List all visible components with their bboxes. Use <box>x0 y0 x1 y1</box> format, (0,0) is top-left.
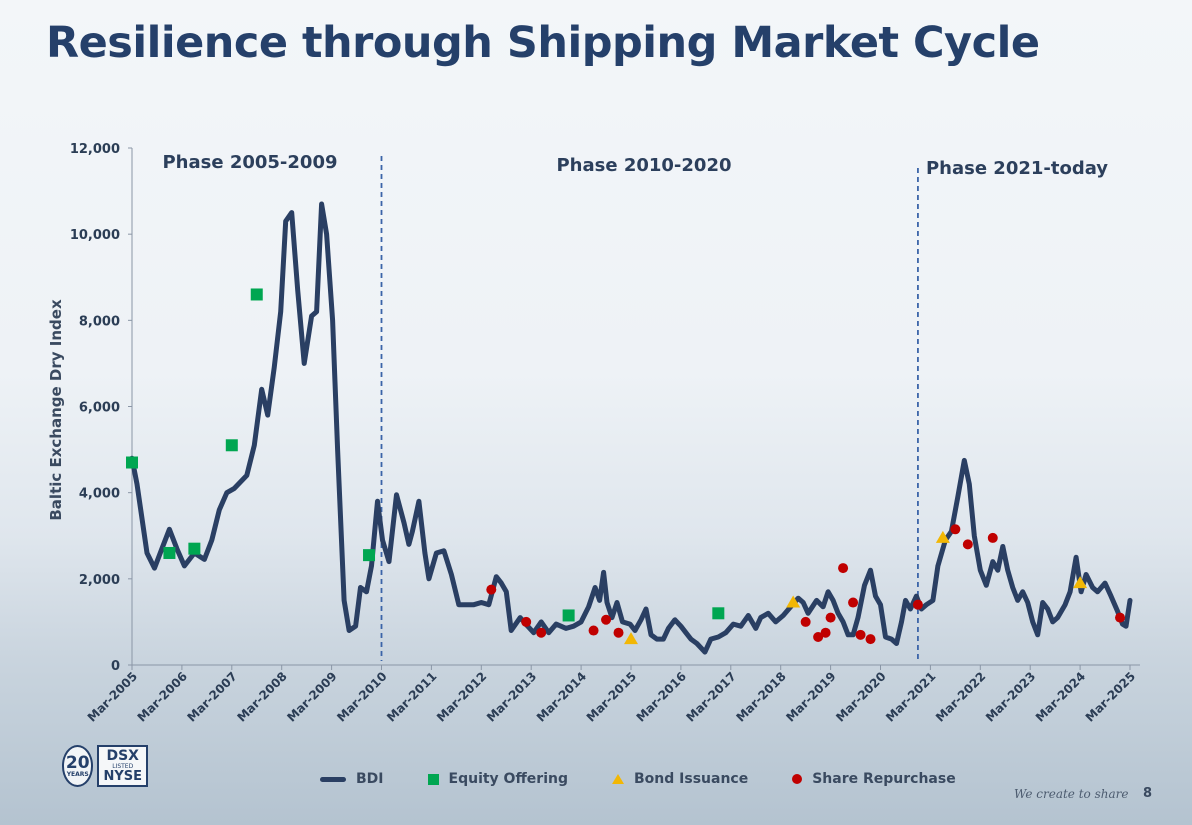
line-swatch-icon <box>320 776 346 782</box>
y-tick-label: 12,000 <box>70 142 120 157</box>
y-tick-label: 0 <box>111 659 120 674</box>
x-tick-label: Mar-2023 <box>983 669 1038 724</box>
x-tick-label: Mar-2012 <box>434 669 489 724</box>
red-circle-icon <box>792 774 803 784</box>
share-repurchase-marker <box>588 625 599 636</box>
y-tick-label: 6,000 <box>79 401 120 416</box>
y-tick-label: 8,000 <box>79 314 120 329</box>
listed-label: LISTED <box>112 763 134 770</box>
chart-axes <box>131 148 1140 666</box>
phase-dividers <box>380 156 919 661</box>
x-tick-label: Mar-2011 <box>384 669 439 724</box>
x-tick-label: Mar-2013 <box>484 669 539 724</box>
y-tick-label: 10,000 <box>70 228 120 243</box>
bond-issuance-marker <box>786 595 801 608</box>
x-tick-label: Mar-2017 <box>684 669 739 724</box>
legend-item-bdi: BDI <box>320 771 384 787</box>
page-title: Resilience through Shipping Market Cycle <box>46 18 1040 68</box>
bond-issuance-marker <box>935 530 950 543</box>
share-repurchase-marker <box>601 614 612 625</box>
share-repurchase-marker <box>838 563 849 574</box>
equity-offering-marker <box>188 542 201 555</box>
x-tick-label: Mar-2015 <box>584 669 639 724</box>
chart-legend: BDI Equity Offering Bond Issuance Share … <box>320 768 956 790</box>
equity-offering-marker <box>250 288 263 301</box>
share-repurchase-marker <box>848 597 859 608</box>
share-repurchase-marker <box>962 539 973 550</box>
yellow-triangle-icon <box>612 774 624 784</box>
legend-item-share-repurchase: Share Repurchase <box>792 771 956 787</box>
phase-label: Phase 2010-2020 <box>556 155 731 176</box>
x-tick-label: Mar-2010 <box>334 669 389 724</box>
bond-issuance-marker <box>1073 576 1088 589</box>
footer-tagline: We create to share <box>1014 787 1129 801</box>
share-repurchase-marker <box>613 627 624 638</box>
dsx-20-years-logo: 20 YEARS DSX LISTED NYSE <box>62 738 148 794</box>
share-repurchase-marker <box>825 612 836 623</box>
listing-badge: DSX LISTED NYSE <box>97 745 148 787</box>
legend-label: Share Repurchase <box>812 771 956 787</box>
x-tick-label: Mar-2008 <box>234 669 289 724</box>
anniversary-number: 20 <box>65 752 90 773</box>
x-tick-label: Mar-2018 <box>733 669 788 724</box>
ticker-label: DSX <box>106 748 139 764</box>
share-repurchase-marker <box>820 627 831 638</box>
legend-label: BDI <box>356 771 384 787</box>
x-tick-label: Mar-2021 <box>883 669 938 724</box>
phase-labels: Phase 2005-2009 Phase 2010-2020 Phase 2021… <box>162 152 1108 179</box>
event-markers <box>126 288 1126 645</box>
x-tick-label: Mar-2025 <box>1083 669 1138 724</box>
share-repurchase-marker <box>950 524 961 535</box>
share-repurchase-marker <box>987 532 998 543</box>
bdi-line <box>129 201 1133 655</box>
y-tick-label: 2,000 <box>79 573 120 588</box>
share-repurchase-marker <box>865 634 876 645</box>
x-tick-label: Mar-2016 <box>634 669 689 724</box>
bdi-series <box>129 201 1133 655</box>
page-number: 8 <box>1143 786 1153 801</box>
share-repurchase-marker <box>800 616 811 627</box>
legend-label: Equity Offering <box>448 771 568 787</box>
legend-item-equity-offering: Equity Offering <box>427 771 568 787</box>
share-repurchase-marker <box>486 584 497 595</box>
share-repurchase-marker <box>521 616 532 627</box>
equity-offering-marker <box>562 609 575 622</box>
exchange-label: NYSE <box>103 769 142 784</box>
equity-offering-marker <box>126 456 138 469</box>
green-square-icon <box>427 773 439 785</box>
x-tick-label: Mar-2009 <box>284 669 339 724</box>
y-tick-label: 4,000 <box>79 487 120 502</box>
x-tick-label: Mar-2022 <box>933 669 988 724</box>
legend-label: Bond Issuance <box>634 771 749 787</box>
x-tick-label: Mar-2019 <box>783 669 838 724</box>
x-tick-label: Mar-2020 <box>833 669 888 724</box>
equity-offering-marker <box>712 607 725 620</box>
share-repurchase-marker <box>912 599 923 610</box>
y-axis-ticks: 0 2,000 4,000 6,000 8,000 10,000 12,000 <box>70 142 132 674</box>
legend-item-bond-issuance: Bond Issuance <box>612 771 748 787</box>
anniversary-badge: 20 YEARS <box>62 745 94 787</box>
bond-issuance-marker <box>624 632 638 645</box>
equity-offering-marker <box>363 549 376 562</box>
anniversary-years-label: YEARS <box>66 770 89 778</box>
share-repurchase-marker <box>855 629 866 640</box>
share-repurchase-marker <box>1115 612 1126 623</box>
x-tick-label: Mar-2007 <box>185 669 240 724</box>
y-axis-label: Baltic Exchange Dry Index <box>47 299 65 521</box>
phase-label: Phase 2005-2009 <box>162 152 337 173</box>
x-tick-label: Mar-2014 <box>534 669 589 724</box>
phase-label: Phase 2021-today <box>926 158 1108 179</box>
equity-offering-marker <box>225 439 238 452</box>
x-tick-label: Mar-2005 <box>85 669 140 724</box>
x-tick-label: Mar-2024 <box>1033 669 1088 724</box>
share-repurchase-marker <box>536 627 547 638</box>
equity-offering-marker <box>163 546 176 559</box>
x-axis-ticks: Mar-2005Mar-2006Mar-2007Mar-2008Mar-2009… <box>85 665 1138 725</box>
x-tick-label: Mar-2006 <box>135 669 190 724</box>
share-repurchase-marker <box>813 631 824 642</box>
